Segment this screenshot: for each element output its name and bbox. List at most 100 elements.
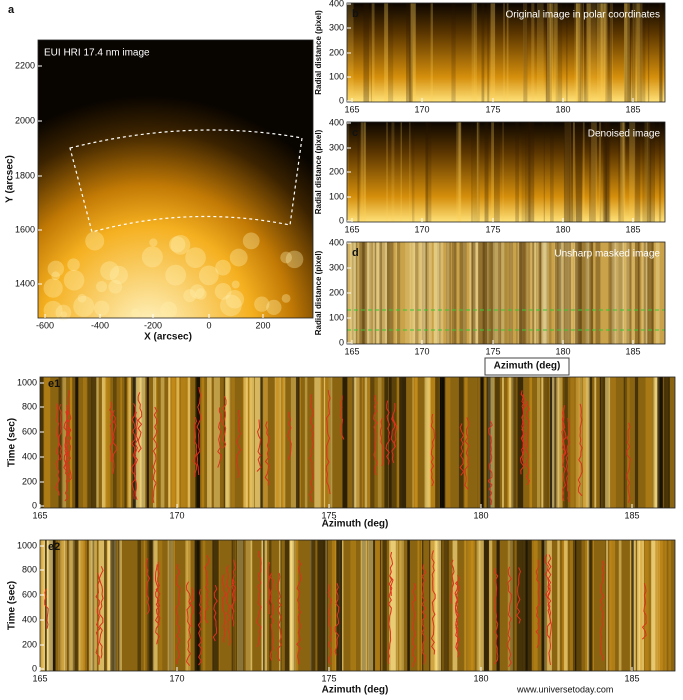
texture-stripe [577, 242, 582, 344]
texture-stripe [410, 3, 417, 102]
track [276, 572, 282, 662]
axes-frame [39, 539, 676, 672]
texture-stripe [126, 377, 133, 508]
texture-stripe [85, 540, 90, 671]
granule [281, 293, 291, 303]
x-tick-label: 170 [414, 104, 429, 114]
y-tick-label: 100 [329, 71, 344, 81]
texture-stripe [379, 242, 383, 344]
texture-stripe [502, 122, 504, 222]
track [225, 565, 231, 646]
x-tick-label: 165 [32, 673, 47, 683]
texture-stripe [665, 540, 667, 671]
texture-stripe [108, 377, 110, 508]
texture-stripe [528, 122, 535, 222]
texture-stripe [507, 540, 513, 671]
texture-stripe [575, 122, 582, 222]
track [155, 561, 161, 626]
texture-stripe [290, 540, 296, 671]
texture-stripe [542, 242, 548, 344]
texture-stripe [310, 540, 316, 671]
texture-stripe [630, 540, 634, 671]
texture-stripe [179, 377, 186, 508]
texture-stripe [636, 3, 643, 102]
y-tick-label: 400 [22, 451, 37, 461]
texture-stripe [384, 377, 389, 508]
texture-stripe [603, 122, 608, 222]
panel-title: Original image in polar coordinates [505, 10, 660, 21]
texture-stripe [149, 540, 153, 671]
texture-stripe [498, 242, 502, 344]
texture-stripe [651, 242, 654, 344]
track [154, 564, 160, 645]
texture-stripe [147, 540, 154, 671]
texture-stripe [642, 540, 644, 671]
texture-stripe [621, 122, 624, 222]
texture-stripe [425, 122, 429, 222]
texture-stripe [648, 242, 654, 344]
texture-stripe [160, 377, 165, 508]
y-tick-label: 800 [22, 564, 37, 574]
texture-stripe [40, 377, 45, 508]
texture-stripe [663, 377, 670, 508]
texture-stripe [367, 242, 373, 344]
track [44, 588, 49, 629]
texture-stripe [559, 242, 562, 344]
texture-stripe [458, 377, 464, 508]
track [212, 584, 218, 642]
texture-stripe [382, 242, 388, 344]
texture-stripe [59, 540, 66, 671]
track [339, 395, 345, 440]
texture-stripe [502, 377, 504, 508]
track [130, 403, 136, 500]
texture-stripe [556, 242, 559, 344]
texture-stripe [536, 3, 544, 102]
texture-stripe [357, 122, 360, 222]
texture-stripe [371, 3, 375, 102]
granule [195, 288, 207, 300]
panel-title: Denoised image [588, 129, 661, 140]
texture-stripe [146, 377, 149, 508]
texture-stripe [625, 3, 630, 102]
granule [95, 281, 108, 293]
texture-stripe [427, 242, 432, 344]
track [421, 564, 427, 665]
texture-stripe [64, 540, 69, 671]
texture-stripe [564, 540, 568, 671]
texture-stripe [606, 540, 609, 671]
texture-stripe [329, 377, 333, 508]
texture-stripe [612, 242, 618, 344]
track [145, 558, 151, 615]
texture-stripe [638, 242, 640, 344]
texture-stripe [578, 377, 581, 508]
texture-stripe [409, 122, 411, 222]
texture-stripe [532, 242, 535, 344]
texture-stripe [587, 377, 593, 508]
texture-stripe [406, 3, 413, 102]
granule [215, 259, 231, 276]
texture-stripe [563, 122, 568, 222]
x-tick-label: 175 [321, 673, 336, 683]
texture-stripe [548, 242, 552, 344]
texture-stripe [382, 242, 385, 344]
texture-stripe [523, 3, 528, 102]
texture-stripe [405, 242, 410, 344]
texture-stripe [518, 242, 526, 344]
texture-stripe [172, 377, 179, 508]
texture-stripe [617, 242, 623, 344]
y-tick-label: 300 [329, 142, 344, 152]
texture-stripe [64, 540, 67, 671]
texture-stripe [579, 3, 584, 102]
texture-stripe [643, 242, 650, 344]
texture-stripe [482, 242, 488, 344]
texture-stripe [384, 242, 387, 344]
texture-stripe [176, 377, 179, 508]
texture-stripe [492, 242, 499, 344]
texture-stripe [584, 3, 589, 102]
panel-label: b [352, 8, 359, 20]
texture-stripe [631, 3, 636, 102]
texture-stripe [185, 540, 188, 671]
texture-stripe [537, 242, 543, 344]
texture-stripe [364, 377, 368, 508]
texture-stripe [225, 377, 231, 508]
